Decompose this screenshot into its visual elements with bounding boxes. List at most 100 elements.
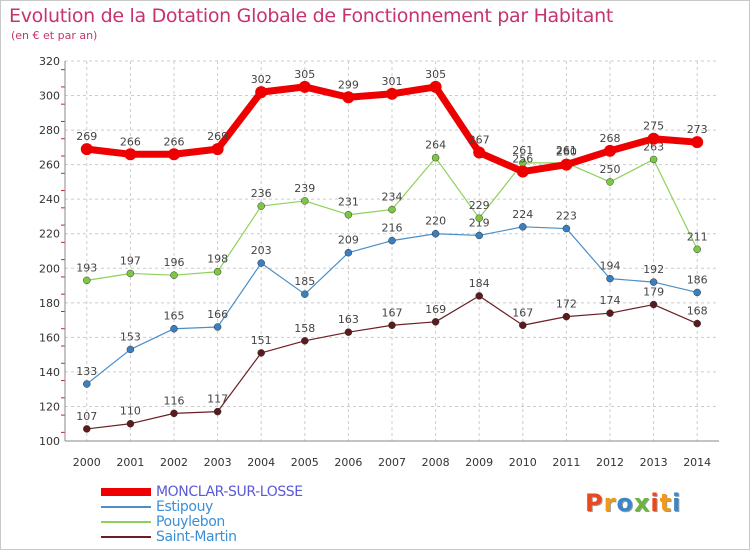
- data-point-estipouy: [475, 231, 483, 240]
- chart-subtitle: (en € et par an): [11, 29, 98, 42]
- x-tick-label: 2012: [596, 456, 624, 469]
- data-label-estipouy: 209: [338, 234, 359, 247]
- data-label-saint-martin: 167: [512, 306, 533, 319]
- data-point-pouylebon: [126, 269, 135, 278]
- data-label-saint-martin: 151: [251, 334, 272, 347]
- data-label-monclar-sur-losse: 269: [76, 130, 97, 143]
- logo-letter: P: [585, 489, 604, 517]
- data-point-saint-martin: [475, 292, 483, 300]
- data-label-pouylebon: 196: [164, 256, 185, 269]
- y-tick-label: 320: [39, 55, 60, 68]
- data-label-saint-martin: 184: [469, 277, 490, 290]
- data-point-estipouy: [83, 380, 91, 388]
- x-tick-label: 2000: [73, 456, 101, 469]
- x-tick-label: 2007: [378, 456, 406, 469]
- data-label-estipouy: 186: [687, 273, 708, 286]
- data-label-monclar-sur-losse: 267: [469, 134, 490, 147]
- data-label-estipouy: 133: [76, 365, 97, 378]
- data-label-estipouy: 192: [643, 263, 664, 276]
- data-point-monclar-sur-losse: [560, 158, 573, 171]
- y-tick-label: 200: [39, 262, 60, 275]
- data-label-estipouy: 220: [425, 215, 446, 228]
- data-label-monclar-sur-losse: 305: [294, 68, 315, 81]
- data-label-pouylebon: 261: [556, 144, 577, 157]
- data-label-pouylebon: 211: [687, 230, 708, 243]
- data-label-pouylebon: 229: [469, 199, 490, 212]
- data-label-pouylebon: 250: [600, 163, 621, 176]
- logo-letter: i: [650, 489, 660, 517]
- x-tick-label: 2006: [334, 456, 362, 469]
- data-point-saint-martin: [519, 321, 527, 330]
- data-point-estipouy: [606, 274, 614, 283]
- data-point-saint-martin: [83, 425, 91, 433]
- data-label-monclar-sur-losse: 299: [338, 78, 359, 91]
- data-label-monclar-sur-losse: 269: [207, 130, 228, 143]
- data-point-saint-martin: [562, 312, 571, 321]
- data-label-saint-martin: 117: [207, 393, 228, 406]
- logo-letter: r: [603, 489, 617, 517]
- data-label-pouylebon: 239: [294, 182, 315, 195]
- x-tick-label: 2001: [116, 456, 144, 469]
- data-point-saint-martin: [431, 318, 440, 326]
- data-label-monclar-sur-losse: 302: [251, 73, 272, 86]
- logo-letter: t: [659, 489, 673, 517]
- data-label-monclar-sur-losse: 256: [512, 153, 533, 166]
- data-point-estipouy: [170, 324, 178, 333]
- legend-label: Saint-Martin: [156, 529, 237, 545]
- data-point-estipouy: [388, 236, 396, 245]
- data-label-saint-martin: 172: [556, 298, 577, 311]
- x-tick-label: 2008: [422, 456, 450, 469]
- data-label-estipouy: 203: [251, 244, 272, 257]
- data-point-saint-martin: [170, 409, 178, 418]
- data-label-estipouy: 216: [382, 222, 403, 235]
- logo-letter: o: [616, 489, 634, 517]
- data-label-estipouy: 165: [164, 310, 185, 323]
- data-label-pouylebon: 198: [207, 253, 228, 266]
- data-point-pouylebon: [693, 245, 701, 254]
- data-point-estipouy: [693, 288, 701, 297]
- data-label-saint-martin: 163: [338, 313, 359, 326]
- data-point-monclar-sur-losse: [691, 136, 704, 149]
- data-point-estipouy: [562, 224, 571, 233]
- data-point-saint-martin: [693, 319, 701, 328]
- data-point-saint-martin: [388, 321, 396, 330]
- data-point-pouylebon: [475, 214, 483, 222]
- data-point-pouylebon: [213, 267, 222, 276]
- data-point-estipouy: [126, 345, 135, 354]
- data-label-estipouy: 166: [207, 308, 228, 321]
- data-point-pouylebon: [649, 155, 658, 164]
- chart-title: Evolution de la Dotation Globale de Fonc…: [9, 5, 614, 27]
- x-tick-label: 2004: [247, 456, 275, 469]
- data-point-estipouy: [649, 278, 658, 286]
- legend-swatch: [101, 506, 151, 508]
- x-tick-label: 2013: [640, 456, 668, 469]
- data-label-saint-martin: 107: [76, 410, 97, 423]
- legend-label: Pouylebon: [156, 514, 225, 530]
- data-point-pouylebon: [431, 153, 440, 162]
- y-tick-label: 180: [39, 297, 60, 310]
- x-tick-label: 2002: [160, 456, 188, 469]
- data-point-monclar-sur-losse: [80, 143, 93, 156]
- y-tick-label: 100: [39, 435, 60, 448]
- data-point-pouylebon: [257, 202, 265, 210]
- data-label-monclar-sur-losse: 266: [120, 135, 141, 148]
- data-point-monclar-sur-losse: [473, 146, 486, 159]
- logo-letter: x: [633, 489, 651, 517]
- data-point-estipouy: [257, 259, 265, 267]
- logo-letter: i: [672, 489, 682, 517]
- x-tick-label: 2014: [683, 456, 711, 469]
- data-point-pouylebon: [301, 197, 309, 205]
- data-label-monclar-sur-losse: 266: [164, 135, 185, 148]
- data-label-pouylebon: 197: [120, 254, 141, 267]
- data-label-monclar-sur-losse: 260: [556, 146, 577, 159]
- data-label-monclar-sur-losse: 301: [382, 75, 403, 88]
- data-point-monclar-sur-losse: [342, 91, 355, 104]
- data-point-saint-martin: [257, 349, 265, 357]
- data-label-saint-martin: 169: [425, 303, 446, 316]
- y-tick-label: 140: [39, 366, 60, 379]
- data-point-monclar-sur-losse: [124, 148, 137, 161]
- legend-swatch: [101, 536, 151, 538]
- data-label-monclar-sur-losse: 305: [425, 68, 446, 81]
